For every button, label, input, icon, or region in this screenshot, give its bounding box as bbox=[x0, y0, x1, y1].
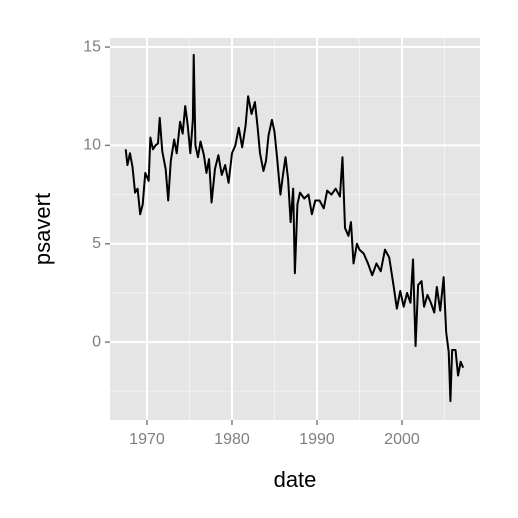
y-tick-label: 10 bbox=[83, 137, 101, 154]
plot-background bbox=[110, 38, 480, 420]
y-axis-title: psavert bbox=[30, 193, 55, 265]
y-tick-label: 0 bbox=[92, 333, 101, 350]
x-axis-title: date bbox=[274, 467, 317, 492]
y-tick-label: 5 bbox=[92, 235, 101, 252]
line bbox=[124, 53, 465, 403]
x-tick-label: 1980 bbox=[214, 431, 250, 448]
x-tick-label: 1970 bbox=[129, 431, 165, 448]
y-tick-label: 15 bbox=[83, 38, 101, 55]
x-tick-label: 2000 bbox=[384, 431, 420, 448]
x-tick-label: 1990 bbox=[299, 431, 335, 448]
